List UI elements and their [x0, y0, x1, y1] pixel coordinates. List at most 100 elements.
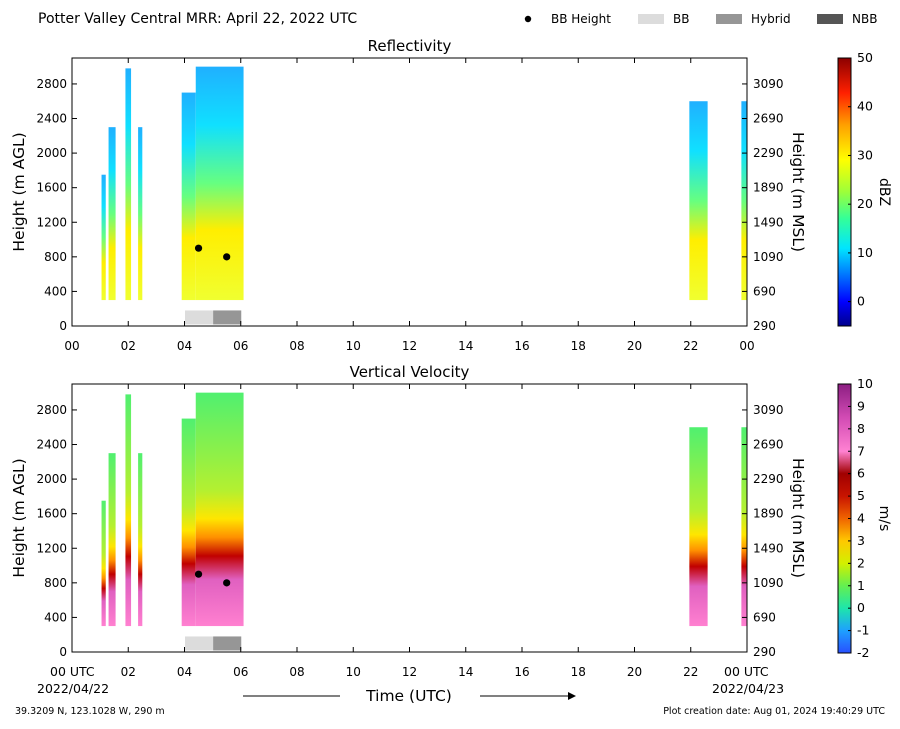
legend: BB Height BB Hybrid NBB	[524, 12, 877, 26]
colorbar-label: dBZ	[876, 178, 892, 206]
colorbar-tick-label: 4	[857, 511, 865, 526]
x-tick-label: 18	[571, 339, 586, 353]
data-column	[195, 66, 244, 301]
bb-type-bar-hybrid	[213, 310, 242, 325]
colorbar	[837, 57, 852, 327]
x-end-time-label: 00 UTC	[724, 664, 769, 679]
data-column	[101, 500, 106, 627]
legend-marker-bb-height	[524, 15, 532, 23]
y-tick-label: 0	[59, 645, 67, 659]
data-column	[741, 427, 747, 627]
x-axis-label: Time (UTC)	[365, 687, 452, 705]
colorbar-tick-label: 40	[857, 99, 873, 114]
panel-title: Vertical Velocity	[350, 363, 470, 381]
y2-tick-label: 3090	[753, 403, 784, 417]
location-label: 39.3209 N, 123.1028 W, 290 m	[15, 706, 165, 717]
chart-panel-vertical-velocity: 02 04 06 08 10 12 14 16 18 20 22040080012001600200…	[10, 363, 892, 679]
colorbar-tick-label: 30	[857, 147, 873, 162]
y-tick-label: 0	[59, 319, 67, 333]
panels: 00 02 04 06 08 10 12 14 16 18 20 22 0004008001200160…	[10, 37, 892, 679]
x-tick-label: 22	[683, 339, 698, 353]
x-tick-label: 16	[514, 665, 529, 679]
x-tick-label: 02	[121, 339, 136, 353]
y2-tick-label: 1490	[753, 541, 784, 555]
x-start-date-label: 2022/04/22	[37, 681, 109, 696]
y-tick-label: 1200	[36, 541, 67, 555]
legend-label: BB Height	[551, 12, 611, 26]
colorbar-tick-label: -2	[857, 645, 869, 660]
y2-tick-label: 2690	[753, 438, 784, 452]
x-start-time-label: 00 UTC	[50, 664, 95, 679]
x-tick-label: 16	[514, 339, 529, 353]
chart-panel-reflectivity: 00 02 04 06 08 10 12 14 16 18 20 22 0004008001200160…	[10, 37, 892, 353]
y-axis-label: Height (m AGL)	[10, 458, 28, 577]
time-arrow-head	[568, 692, 576, 700]
y-tick-label: 2400	[36, 438, 67, 452]
bb-height-point	[223, 579, 231, 587]
legend-label: BB	[673, 12, 689, 26]
x-tick-label: 12	[402, 665, 417, 679]
colorbar-tick-label: 50	[857, 50, 873, 65]
y2-tick-label: 2290	[753, 146, 784, 160]
x-tick-label: 02	[121, 665, 136, 679]
y-tick-label: 2000	[36, 472, 67, 486]
data-column	[125, 394, 132, 627]
colorbar-tick-label: -1	[857, 623, 869, 638]
colorbar-tick-label: 10	[857, 245, 873, 260]
bb-height-point	[223, 253, 231, 261]
y2-tick-label: 1090	[753, 250, 784, 264]
legend-swatch-hybrid	[716, 14, 742, 24]
data-column	[689, 101, 708, 301]
data-column	[125, 68, 132, 301]
x-tick-label: 00	[739, 339, 754, 353]
data-column	[181, 92, 196, 301]
x-tick-label: 04	[177, 665, 192, 679]
data-column	[195, 392, 244, 627]
colorbar-label: m/s	[876, 506, 892, 532]
y-tick-label: 800	[44, 250, 67, 264]
plot-frame	[71, 57, 748, 327]
colorbar-tick-label: 3	[857, 533, 865, 548]
colorbar-tick-label: 1	[857, 578, 865, 593]
y2-tick-label: 290	[753, 319, 776, 333]
y2-tick-label: 1890	[753, 181, 784, 195]
x-tick-label: 12	[402, 339, 417, 353]
y-tick-label: 2800	[36, 403, 67, 417]
y-tick-label: 2400	[36, 112, 67, 126]
y-tick-label: 1600	[36, 181, 67, 195]
x-tick-label: 04	[177, 339, 192, 353]
data-column	[101, 174, 106, 301]
y-tick-label: 2800	[36, 77, 67, 91]
y-tick-label: 400	[44, 284, 67, 298]
colorbar-tick-label: 10	[857, 376, 873, 391]
y2-tick-label: 1890	[753, 507, 784, 521]
y2-tick-label: 2690	[753, 112, 784, 126]
y2-axis-label: Height (m MSL)	[789, 132, 807, 252]
colorbar-tick-label: 0	[857, 600, 865, 615]
x-tick-label: 06	[233, 339, 248, 353]
colorbar-tick-label: 5	[857, 488, 865, 503]
data-column	[181, 418, 196, 627]
figure-title: Potter Valley Central MRR: April 22, 202…	[38, 11, 357, 27]
x-tick-label: 06	[233, 665, 248, 679]
colorbar-tick-label: 7	[857, 443, 865, 458]
colorbar-tick-label: 2	[857, 555, 865, 570]
legend-swatch-bb	[638, 14, 664, 24]
x-tick-label: 20	[627, 665, 642, 679]
y-tick-label: 2000	[36, 146, 67, 160]
x-tick-label: 08	[289, 339, 304, 353]
y2-axis-label: Height (m MSL)	[789, 458, 807, 578]
x-tick-label: 14	[458, 665, 473, 679]
x-end-date-label: 2022/04/23	[712, 681, 784, 696]
x-tick-label: 14	[458, 339, 473, 353]
x-tick-label: 18	[571, 665, 586, 679]
plot-frame	[71, 383, 748, 653]
y-tick-label: 800	[44, 576, 67, 590]
y2-tick-label: 3090	[753, 77, 784, 91]
panel-title: Reflectivity	[368, 37, 452, 55]
colorbar-tick-label: 8	[857, 421, 865, 436]
x-tick-label: 00	[64, 339, 79, 353]
x-tick-label: 20	[627, 339, 642, 353]
data-column	[108, 453, 116, 627]
